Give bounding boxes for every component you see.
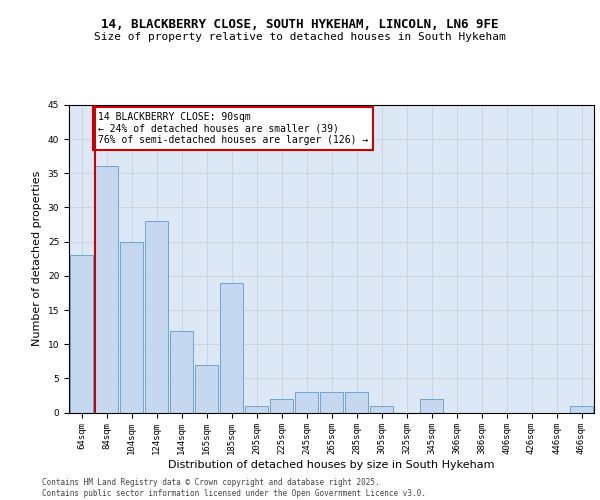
Bar (95, 166, 118, 412)
Bar (570, 406, 593, 412)
Text: Size of property relative to detached houses in South Hykeham: Size of property relative to detached ho… (94, 32, 506, 42)
Bar (195, 364, 218, 412)
Bar (245, 406, 268, 412)
X-axis label: Distribution of detached houses by size in South Hykeham: Distribution of detached houses by size … (168, 460, 495, 470)
Bar (120, 242, 143, 412)
Bar (70, 256, 93, 412)
Bar (345, 392, 368, 412)
Text: Contains HM Land Registry data © Crown copyright and database right 2025.
Contai: Contains HM Land Registry data © Crown c… (42, 478, 426, 498)
Bar (220, 282, 243, 412)
Bar (295, 392, 318, 412)
Bar (320, 392, 343, 412)
Bar (370, 406, 393, 412)
Bar (145, 221, 168, 412)
Text: 14, BLACKBERRY CLOSE, SOUTH HYKEHAM, LINCOLN, LN6 9FE: 14, BLACKBERRY CLOSE, SOUTH HYKEHAM, LIN… (101, 18, 499, 30)
Bar (170, 330, 193, 412)
Bar (270, 399, 293, 412)
Y-axis label: Number of detached properties: Number of detached properties (32, 171, 42, 346)
Text: 14 BLACKBERRY CLOSE: 90sqm
← 24% of detached houses are smaller (39)
76% of semi: 14 BLACKBERRY CLOSE: 90sqm ← 24% of deta… (98, 112, 368, 145)
Bar (420, 399, 443, 412)
